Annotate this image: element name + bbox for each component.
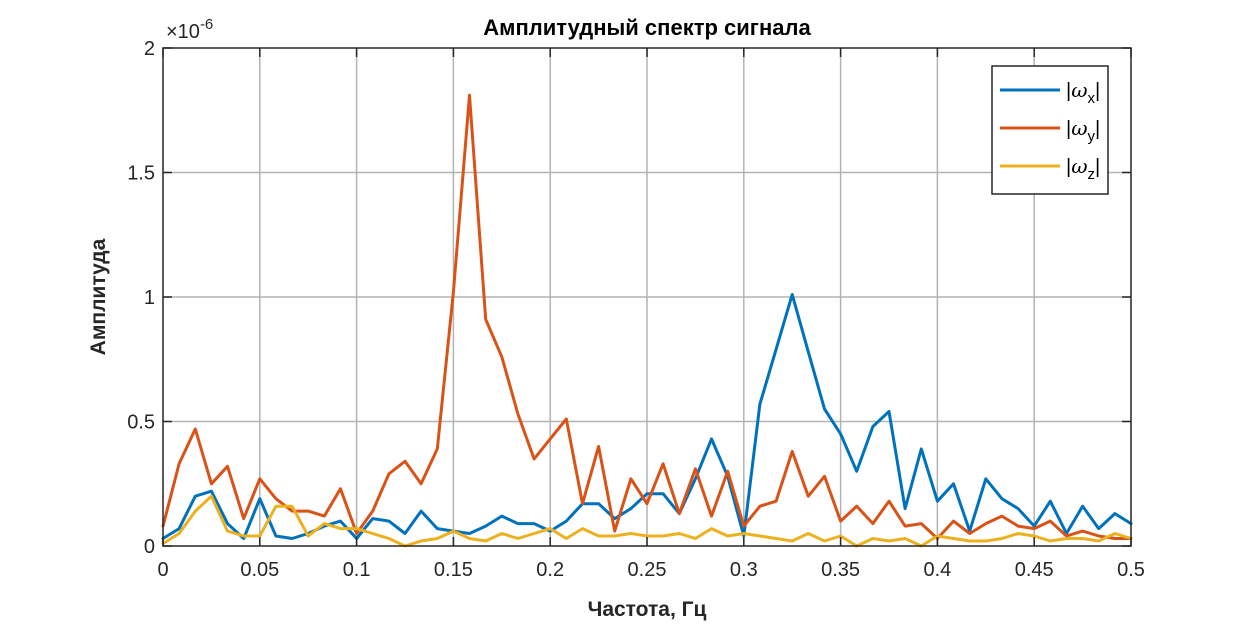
- axis-tick-labels: 0 0.05 0.1 0.15 0.2 0.25 0.3 0.35 0.4 0.45 0.5 0 0.5…: [127, 38, 1145, 581]
- x-tick-label: 0: [157, 559, 168, 581]
- y-tick-label: 0: [144, 536, 155, 558]
- legend-entry-x: |ωx|: [1066, 78, 1100, 107]
- series-line-x: [161, 293, 1133, 540]
- grid: [163, 48, 1131, 546]
- series-line-y: [161, 93, 1133, 540]
- series-layer: [161, 93, 1133, 548]
- x-tick-label: 0.45: [1015, 559, 1054, 581]
- y-exponent-power: -6: [200, 16, 213, 33]
- axis-ticks: [162, 47, 1132, 547]
- series-line-z: [161, 494, 1133, 548]
- y-exponent-label: ×10-6: [166, 16, 213, 43]
- y-tick-label: 1: [144, 287, 155, 309]
- x-tick-label: 0.35: [821, 559, 860, 581]
- legend-box: [991, 65, 1109, 195]
- x-tick-label: 0.4: [923, 559, 951, 581]
- y-exponent-base: ×10: [166, 21, 200, 43]
- x-tick-label: 0.25: [628, 559, 667, 581]
- legend-entry-z: |ωz|: [1066, 154, 1100, 183]
- legend-entry-y: |ωy|: [1066, 116, 1100, 145]
- x-tick-label: 0.2: [536, 559, 564, 581]
- y-tick-label: 2: [144, 38, 155, 60]
- x-tick-label: 0.15: [434, 559, 473, 581]
- x-tick-label: 0.05: [240, 559, 279, 581]
- x-axis-label: Частота, Гц: [588, 598, 707, 621]
- legend: |ωx| |ωy| |ωz|: [991, 65, 1109, 195]
- chart-title: Амплитудный спектр сигнала: [483, 15, 811, 40]
- x-tick-label: 0.5: [1117, 559, 1145, 581]
- y-axis-label: Амплитуда: [87, 238, 110, 355]
- y-tick-label: 0.5: [127, 412, 155, 434]
- x-tick-label: 0.1: [343, 559, 371, 581]
- y-tick-label: 1.5: [127, 163, 155, 185]
- x-tick-label: 0.3: [730, 559, 758, 581]
